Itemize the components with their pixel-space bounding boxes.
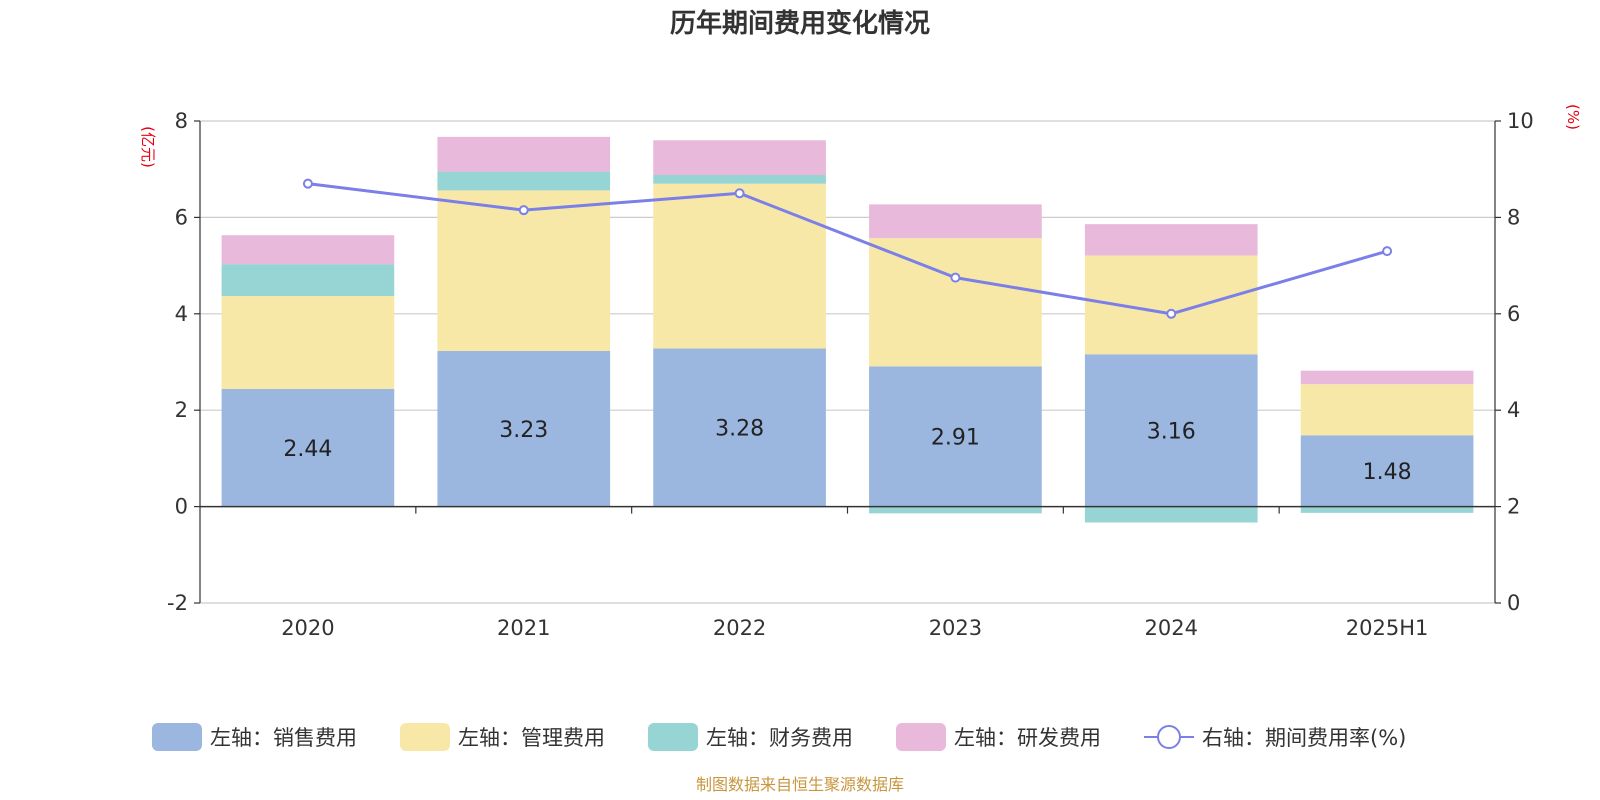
right-tick-label: 0 (1507, 591, 1520, 615)
bar-segment (653, 174, 826, 184)
category-label: 2023 (929, 616, 982, 640)
left-tick-label: 8 (175, 109, 188, 133)
left-tick-label: 4 (175, 302, 188, 326)
bar-segment (869, 238, 1042, 367)
data-label: 1.48 (1363, 460, 1412, 485)
bar-segment (437, 136, 611, 172)
bar-segment (1300, 384, 1474, 436)
legend-label: 左轴：销售费用 (210, 726, 357, 750)
data-label: 3.23 (499, 418, 548, 443)
chart-title: 历年期间费用变化情况 (670, 8, 930, 39)
legend-marker (1157, 725, 1181, 749)
line-point (1382, 246, 1393, 257)
legend: 左轴：销售费用 左轴：管理费用 左轴：财务费用 左轴：研发费用 右轴：期间费用率(%) (152, 723, 1406, 751)
bar-segment (221, 388, 395, 507)
legend-swatch (152, 723, 202, 751)
data-label: 3.16 (1147, 419, 1196, 444)
line-point (950, 272, 961, 283)
data-label: 2.44 (283, 437, 332, 462)
bar-segment (437, 171, 611, 191)
left-tick-label: 0 (175, 495, 188, 519)
right-tick-label: 4 (1507, 398, 1520, 422)
bar-segment (869, 204, 1042, 239)
right-axis-unit: (%) (1564, 104, 1582, 130)
category-label: 2024 (1145, 616, 1198, 640)
legend-label: 右轴：期间费用率(%) (1202, 726, 1406, 750)
line-point (302, 178, 313, 189)
data-label: 3.28 (715, 417, 764, 442)
data-labels-layer: 2.44 3.23 3.28 2.91 3.16 1.48 (283, 417, 1411, 485)
category-label: 2022 (713, 616, 766, 640)
legend-label: 左轴：财务费用 (706, 726, 853, 750)
category-label: 2025H1 (1346, 616, 1429, 640)
data-label: 2.91 (931, 425, 980, 450)
legend-label: 左轴：研发费用 (954, 726, 1101, 750)
left-axis-unit: (亿元) (139, 126, 157, 168)
left-tick-label: 2 (175, 398, 188, 422)
bar-segment (869, 366, 1042, 507)
bar-segment (869, 506, 1042, 514)
right-tick-label: 8 (1507, 205, 1520, 229)
line-point (1166, 308, 1177, 319)
bar-segment (653, 183, 826, 349)
category-label: 2020 (281, 616, 334, 640)
line-layer (302, 178, 1393, 319)
bar-segment (221, 264, 395, 296)
legend-label: 左轴：管理费用 (458, 726, 605, 750)
bar-segment (1300, 506, 1474, 513)
line-point (518, 205, 529, 216)
bar-segment (1084, 224, 1258, 256)
axes-layer: -2 0 2 4 6 8 0 2 4 6 8 10 (亿元) (%) 2020 2021 2022 2023 202… (139, 104, 1582, 640)
bar-segment (1084, 354, 1258, 507)
bar-segment (221, 235, 395, 265)
right-tick-label: 2 (1507, 495, 1520, 519)
line-series-path (307, 182, 1388, 316)
grid-lines (200, 120, 1495, 604)
legend-swatch (896, 723, 946, 751)
bar-segment (1300, 435, 1474, 507)
legend-swatch (400, 723, 450, 751)
bar-segment (437, 350, 611, 507)
left-tick-label: -2 (167, 591, 188, 615)
bar-segment (1084, 506, 1258, 523)
right-tick-label: 6 (1507, 302, 1520, 326)
bar-segment (653, 140, 826, 175)
data-source-note: 制图数据来自恒生聚源数据库 (696, 775, 904, 794)
bar-segment (1300, 370, 1474, 385)
line-point (734, 188, 745, 199)
bar-segment (437, 190, 611, 351)
right-tick-label: 10 (1507, 109, 1534, 133)
bar-segment (221, 295, 395, 389)
bar-segment (653, 348, 826, 507)
left-tick-label: 6 (175, 205, 188, 229)
category-label: 2021 (497, 616, 550, 640)
legend-swatch (648, 723, 698, 751)
bars-layer (221, 136, 1474, 523)
